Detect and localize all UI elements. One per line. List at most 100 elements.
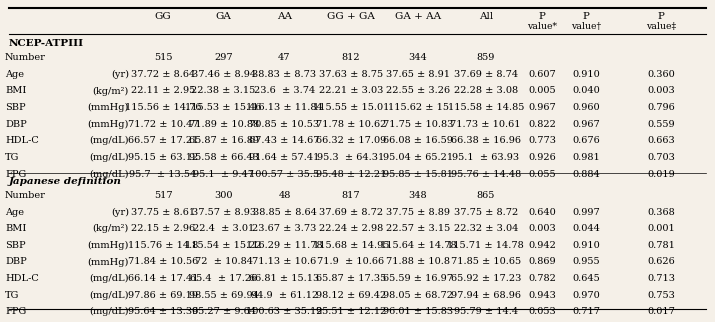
Text: HDL-C: HDL-C [5,136,39,145]
Text: 95.27 ± 9.64: 95.27 ± 9.64 [192,307,255,316]
Text: 0.713: 0.713 [647,274,675,283]
Text: 98.12 ± 69.42: 98.12 ± 69.42 [315,291,386,300]
Text: (mg/dL): (mg/dL) [89,153,129,162]
Text: 0.360: 0.360 [647,70,675,79]
Text: 0.997: 0.997 [572,207,600,216]
Text: 37.46 ± 8.94: 37.46 ± 8.94 [192,70,256,79]
Text: 517: 517 [154,191,172,200]
Text: 515: 515 [154,53,172,62]
Text: 115.62 ± 15: 115.62 ± 15 [388,103,448,112]
Text: DBP: DBP [5,120,26,129]
Text: 0.663: 0.663 [647,136,675,145]
Text: 66.38 ± 16.96: 66.38 ± 16.96 [450,136,521,145]
Text: 0.676: 0.676 [572,136,600,145]
Text: 0.607: 0.607 [528,70,556,79]
Text: 0.055: 0.055 [528,170,556,179]
Text: 0.943: 0.943 [528,291,556,300]
Text: 0.053: 0.053 [528,307,556,316]
Text: 0.005: 0.005 [528,86,556,95]
Text: 37.57 ± 8.93: 37.57 ± 8.93 [192,207,256,216]
Text: 37.72 ± 8.64: 37.72 ± 8.64 [131,70,195,79]
Text: 0.703: 0.703 [647,153,675,162]
Text: 115.54 ± 15.22: 115.54 ± 15.22 [185,241,262,250]
Text: 66.08 ± 16.59: 66.08 ± 16.59 [383,136,453,145]
Text: 100.57 ± 35.5: 100.57 ± 35.5 [250,170,320,179]
Text: 71.73 ± 10.61: 71.73 ± 10.61 [450,120,521,129]
Text: 859: 859 [476,53,495,62]
Text: 0.910: 0.910 [572,70,600,79]
Text: 22.32 ± 3.04: 22.32 ± 3.04 [453,224,518,233]
Text: GG: GG [154,12,172,21]
Text: 22.38 ± 3.15: 22.38 ± 3.15 [192,86,256,95]
Text: 96.01 ± 15.83: 96.01 ± 15.83 [383,307,453,316]
Text: (mmHg): (mmHg) [87,103,129,112]
Text: 95.04 ± 65.21: 95.04 ± 65.21 [383,153,453,162]
Text: 95.3  ± 64.31: 95.3 ± 64.31 [317,153,385,162]
Text: Japanese definition: Japanese definition [9,177,122,186]
Text: 66.14 ± 17.41: 66.14 ± 17.41 [128,274,198,283]
Text: Number: Number [5,191,46,200]
Text: 115.53 ± 15.46: 115.53 ± 15.46 [185,103,262,112]
Text: 817: 817 [342,191,360,200]
Text: 0.003: 0.003 [647,86,675,95]
Text: (mg/dL): (mg/dL) [89,170,129,179]
Text: 115.58 ± 14.85: 115.58 ± 14.85 [448,103,524,112]
Text: 0.773: 0.773 [528,136,556,145]
Text: 71.84 ± 10.56: 71.84 ± 10.56 [128,257,198,266]
Text: 22.11 ± 2.95: 22.11 ± 2.95 [131,86,195,95]
Text: 0.960: 0.960 [572,103,600,112]
Text: 37.63 ± 8.75: 37.63 ± 8.75 [319,70,383,79]
Text: (yr): (yr) [111,70,129,79]
Text: 0.640: 0.640 [528,207,556,216]
Text: BMI: BMI [5,224,26,233]
Text: (mg/dL): (mg/dL) [89,274,129,283]
Text: 66.57 ± 17.21: 66.57 ± 17.21 [128,136,198,145]
Text: 98.55 ± 69.94: 98.55 ± 69.94 [189,291,259,300]
Text: 0.003: 0.003 [528,224,556,233]
Text: (yr): (yr) [111,207,129,217]
Text: 0.981: 0.981 [572,153,600,162]
Text: 95.15 ± 63.12: 95.15 ± 63.12 [128,153,198,162]
Text: 71.88 ± 10.8: 71.88 ± 10.8 [386,257,450,266]
Text: 297: 297 [214,53,233,62]
Text: FPG: FPG [5,307,26,316]
Text: 0.040: 0.040 [572,86,600,95]
Text: (mmHg): (mmHg) [87,241,129,250]
Text: 95.7  ± 13.54: 95.7 ± 13.54 [129,170,197,179]
Text: 38.83 ± 8.73: 38.83 ± 8.73 [252,70,317,79]
Text: 22.57 ± 3.15: 22.57 ± 3.15 [386,224,450,233]
Text: Age: Age [5,207,24,216]
Text: FPG: FPG [5,170,26,179]
Text: value‡: value‡ [646,22,676,31]
Text: 0.019: 0.019 [647,170,675,179]
Text: 22.21 ± 3.03: 22.21 ± 3.03 [319,86,383,95]
Text: 98.05 ± 68.72: 98.05 ± 68.72 [383,291,453,300]
Text: 95.64 ± 13.36: 95.64 ± 13.36 [128,307,198,316]
Text: 70.85 ± 10.53: 70.85 ± 10.53 [250,120,320,129]
Text: 0.368: 0.368 [647,207,675,216]
Text: 72  ± 10.84: 72 ± 10.84 [194,257,252,266]
Text: 0.645: 0.645 [572,274,600,283]
Text: 348: 348 [409,191,428,200]
Text: 66.32 ± 17.09: 66.32 ± 17.09 [315,136,386,145]
Text: 812: 812 [342,53,360,62]
Text: 23.67 ± 3.73: 23.67 ± 3.73 [252,224,317,233]
Text: P: P [658,12,664,21]
Text: 865: 865 [476,191,495,200]
Text: 94.9  ± 61.12: 94.9 ± 61.12 [251,291,318,300]
Text: 0.559: 0.559 [647,120,675,129]
Text: 67.43 ± 14.67: 67.43 ± 14.67 [250,136,320,145]
Text: P: P [538,12,546,21]
Text: 0.796: 0.796 [647,103,675,112]
Text: 71.13 ± 10.6: 71.13 ± 10.6 [252,257,317,266]
Text: 95.85 ± 15.81: 95.85 ± 15.81 [383,170,453,179]
Text: GA: GA [216,12,232,21]
Text: P: P [583,12,590,21]
Text: 0.926: 0.926 [528,153,556,162]
Text: 37.65 ± 8.91: 37.65 ± 8.91 [386,70,450,79]
Text: 0.910: 0.910 [572,241,600,250]
Text: 300: 300 [214,191,233,200]
Text: 115.56 ± 14.76: 115.56 ± 14.76 [125,103,202,112]
Text: 71.72 ± 10.47: 71.72 ± 10.47 [128,120,198,129]
Text: TG: TG [5,153,19,162]
